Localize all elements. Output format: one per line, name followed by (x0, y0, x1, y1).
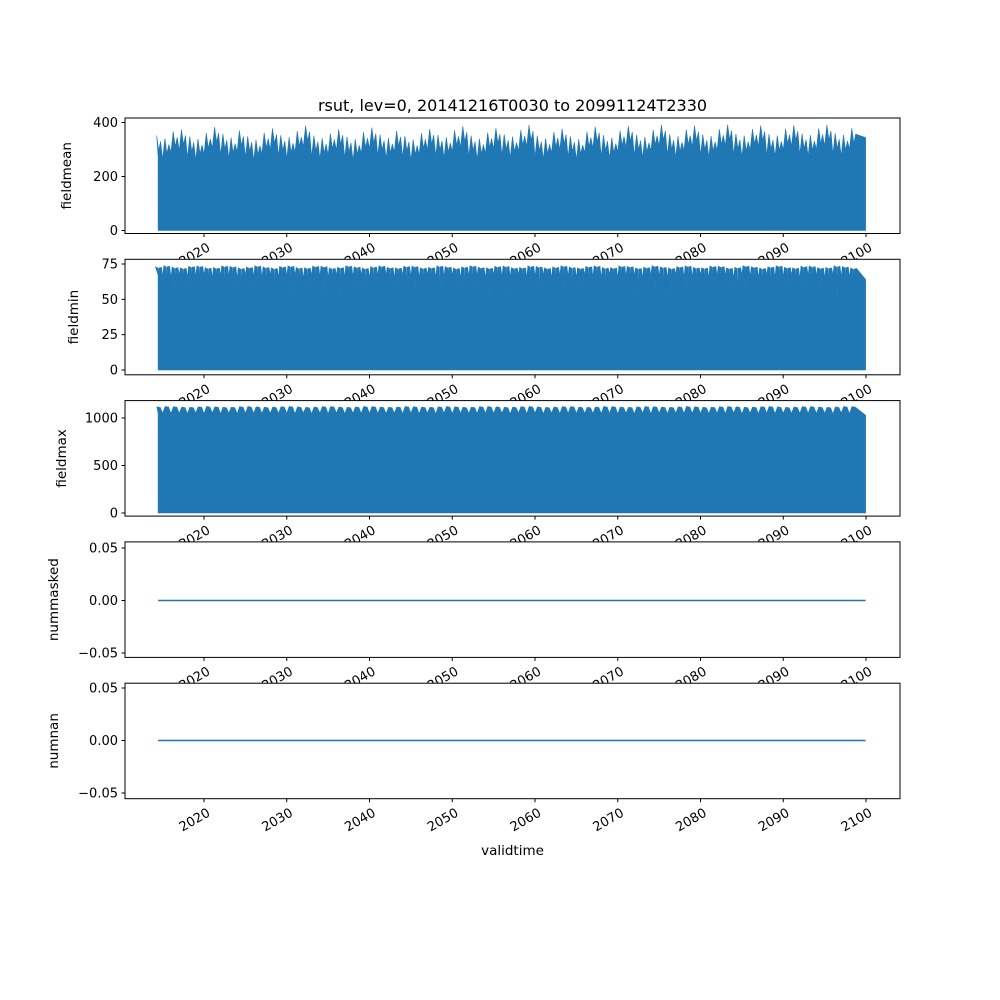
y-axis-label: numnan (46, 713, 62, 769)
series-area (156, 406, 866, 514)
y-tick-label: 500 (93, 459, 118, 474)
subplot-numnan: −0.05 0.00 0.05 2020 2030 2040 2050 2060 2070 208… (46, 682, 901, 836)
x-tick-label: 2090 (756, 806, 792, 836)
y-axis-label: nummasked (46, 558, 62, 641)
y-tick-label: 0.00 (89, 594, 118, 609)
y-tick-label: 1000 (85, 412, 118, 427)
x-tick-label: 2020 (177, 806, 213, 836)
y-tick-label: 75 (101, 258, 118, 273)
y-tick-label: −0.05 (78, 787, 118, 802)
x-tick-label: 2060 (508, 806, 544, 836)
axes-frame (124, 117, 901, 234)
axes-frame (124, 400, 901, 517)
y-tick-label: 0 (110, 507, 118, 522)
x-tick-label: 2080 (673, 806, 709, 836)
y-tick-label: −0.05 (78, 647, 118, 662)
y-tick-label: 0.05 (89, 542, 118, 557)
x-tick-label: 2050 (425, 806, 461, 836)
x-tick-label: 2040 (342, 806, 378, 836)
y-tick-label: 200 (93, 170, 118, 185)
y-tick-label: 0 (110, 364, 118, 379)
y-tick-label: 50 (101, 293, 118, 308)
chart-title: rsut, lev=0, 20141216T0030 to 20991124T2… (317, 96, 708, 115)
x-tick-label: 2030 (260, 806, 296, 836)
series-area (156, 124, 866, 231)
y-tick-label: 0 (110, 224, 118, 239)
axes-background (125, 541, 900, 658)
y-tick-label: 400 (93, 116, 118, 131)
y-tick-label: 25 (101, 328, 118, 343)
axes-frame (124, 541, 901, 658)
x-tick-label: 2100 (839, 806, 875, 836)
y-axis-label: fieldmax (54, 429, 70, 488)
x-tick-label: 2070 (591, 806, 627, 836)
y-axis-label: fieldmean (59, 142, 75, 209)
y-tick-label: 0.00 (89, 734, 118, 749)
y-tick-label: 0.05 (89, 682, 118, 697)
x-axis-label: validtime (481, 843, 544, 859)
y-axis-label: fieldmin (66, 290, 82, 345)
axes-frame (124, 258, 901, 376)
series-area (154, 265, 866, 371)
